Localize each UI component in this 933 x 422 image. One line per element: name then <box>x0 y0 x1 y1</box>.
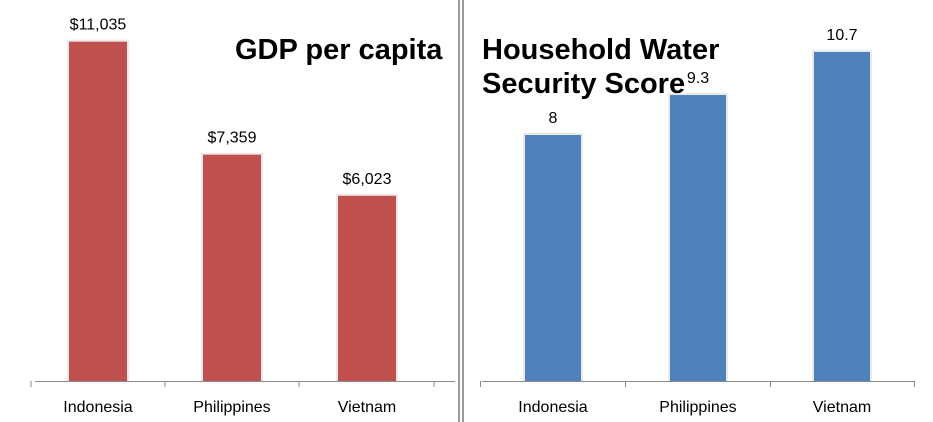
gdp-category-label: Indonesia <box>63 399 132 416</box>
gdp-data-label: $6,023 <box>343 171 392 188</box>
water-data-label: 9.3 <box>687 70 709 87</box>
water-bar-philippines <box>670 95 726 382</box>
water-bar-indonesia <box>525 135 581 381</box>
panel-divider-left <box>458 0 460 422</box>
water-data-label: 10.7 <box>826 27 857 44</box>
water-chart-svg: 8 9.3 10.7 Indonesia Philippines Vietnam <box>480 27 915 416</box>
gdp-chart-title: GDP per capita <box>235 34 443 66</box>
gdp-chart-svg: $11,035 $7,359 $6,023 Indonesia Philippines V… <box>30 17 455 416</box>
water-category-label: Vietnam <box>813 399 871 416</box>
gdp-data-label: $11,035 <box>70 17 127 34</box>
water-category-label: Indonesia <box>518 399 587 416</box>
water-chart-title: Household Water Security Score <box>482 34 720 101</box>
gdp-category-label: Vietnam <box>338 399 396 416</box>
panel-divider-right <box>462 0 464 422</box>
gdp-data-label: $7,359 <box>208 130 257 147</box>
gdp-bar-vietnam <box>338 195 396 381</box>
gdp-bar-philippines <box>203 154 261 381</box>
water-chart-panel: Household Water Security Score 8 9.3 10.7 I… <box>458 0 933 422</box>
water-data-label: 8 <box>549 110 558 127</box>
gdp-category-label: Philippines <box>193 399 270 416</box>
gdp-bar-indonesia <box>69 41 127 382</box>
water-bar-vietnam <box>814 51 870 381</box>
water-category-label: Philippines <box>659 399 736 416</box>
gdp-chart-panel: GDP per capita $11,035 $7,359 $6,023 Indone… <box>0 0 455 422</box>
